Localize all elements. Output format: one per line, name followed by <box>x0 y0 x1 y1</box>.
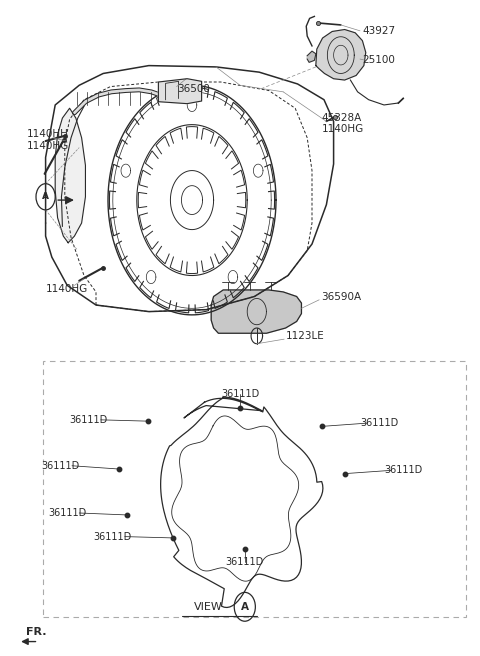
Polygon shape <box>55 108 85 243</box>
Text: 1123LE: 1123LE <box>286 331 324 341</box>
Text: 36111D: 36111D <box>226 557 264 567</box>
Text: 25100: 25100 <box>362 55 395 66</box>
Text: 36500: 36500 <box>178 83 210 94</box>
Text: VIEW: VIEW <box>194 602 223 612</box>
Polygon shape <box>158 79 202 104</box>
Text: 36111D: 36111D <box>70 415 108 425</box>
Text: 1140HH: 1140HH <box>26 129 68 140</box>
Polygon shape <box>211 290 301 333</box>
Text: 36111D: 36111D <box>94 531 132 542</box>
Text: 36111D: 36111D <box>360 418 398 428</box>
Text: A: A <box>241 602 249 612</box>
Text: 36111D: 36111D <box>48 508 86 518</box>
Polygon shape <box>316 30 366 80</box>
Text: 1140HG: 1140HG <box>322 124 364 134</box>
Text: A: A <box>42 192 49 201</box>
Text: 43927: 43927 <box>362 26 396 37</box>
Text: FR.: FR. <box>26 627 47 638</box>
Text: 36111D: 36111D <box>384 465 422 476</box>
Text: 36111D: 36111D <box>221 388 259 399</box>
Polygon shape <box>307 51 316 62</box>
Text: 36590A: 36590A <box>322 291 362 302</box>
Text: 45328A: 45328A <box>322 113 362 123</box>
Text: 1140HG: 1140HG <box>46 283 88 294</box>
Text: 1140HG: 1140HG <box>26 140 69 151</box>
Text: 36111D: 36111D <box>41 461 79 471</box>
